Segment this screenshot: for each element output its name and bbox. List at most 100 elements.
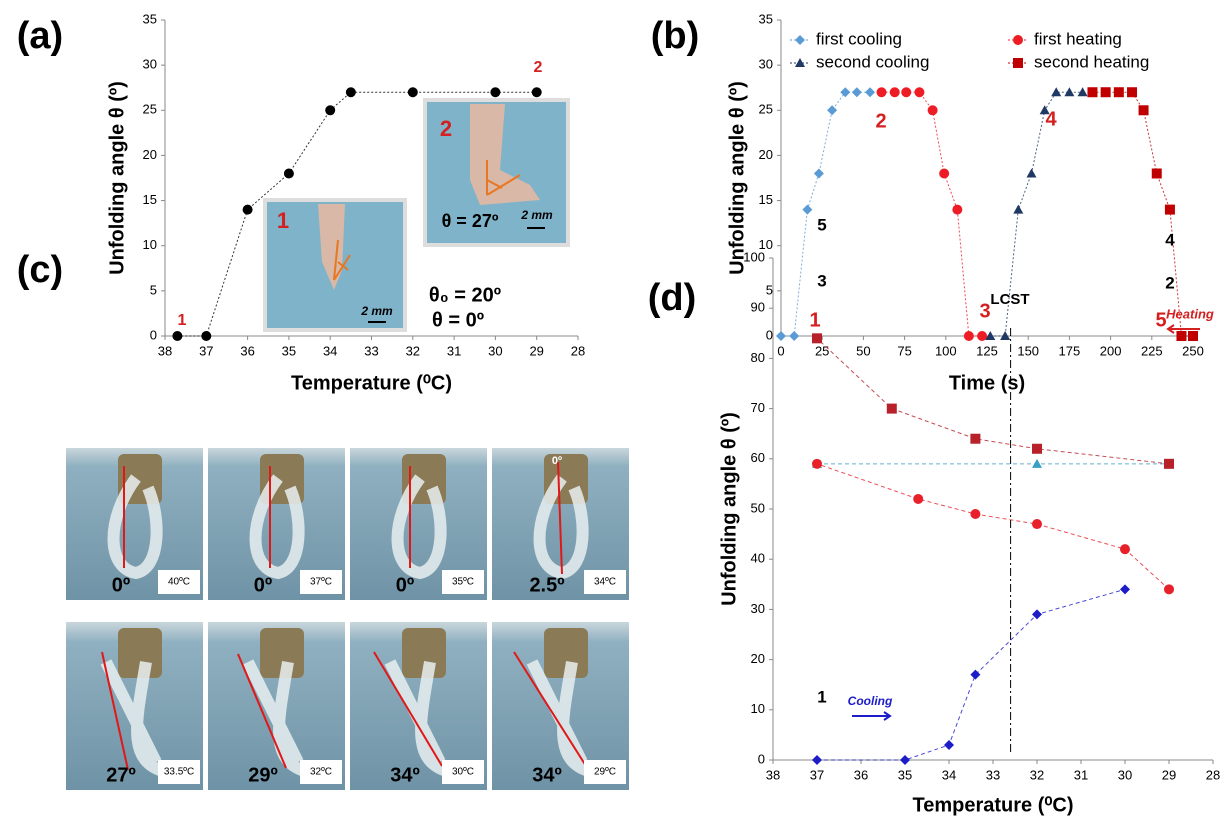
marker xyxy=(901,87,912,98)
x-tick-label: 30 xyxy=(1118,767,1132,782)
annotation: θ₀ = 20º xyxy=(429,284,501,306)
legend-marker xyxy=(1013,35,1023,45)
annotation: 2 xyxy=(1165,273,1174,292)
x-tick-label: 36 xyxy=(240,343,254,358)
x-tick-label: 35 xyxy=(898,767,912,782)
x-tick-label: 35 xyxy=(282,343,296,358)
annotation: θ = 0º xyxy=(432,309,484,331)
temp-box xyxy=(442,570,484,594)
marker xyxy=(1176,331,1187,341)
x-tick-label: 36 xyxy=(854,767,868,782)
marker xyxy=(776,331,786,341)
annotation: 4 xyxy=(1165,230,1175,249)
y-axis-title: Unfolding angle θ (º) xyxy=(726,81,748,275)
panel-label: (a) xyxy=(17,15,63,57)
marker xyxy=(802,204,813,215)
y-tick-label: 20 xyxy=(143,147,157,162)
x-tick-label: 38 xyxy=(766,767,780,782)
marker xyxy=(963,331,974,341)
marker xyxy=(952,204,963,215)
x-tick-label: 28 xyxy=(1206,767,1220,782)
annotation: 5 xyxy=(1155,309,1166,331)
photo-sample xyxy=(384,659,452,778)
x-tick-label: 37 xyxy=(810,767,824,782)
y-tick-label: 60 xyxy=(751,450,765,465)
annotation: 2 mm xyxy=(520,208,553,222)
y-tick-label: 10 xyxy=(759,237,773,252)
y-tick-label: 10 xyxy=(143,237,157,252)
marker xyxy=(490,87,501,98)
marker xyxy=(813,168,824,179)
photo-sample xyxy=(100,659,168,778)
x-tick-label: 100 xyxy=(935,343,957,358)
photo-angle: 0º xyxy=(254,574,272,596)
photo-temperature: 35ºC xyxy=(452,577,474,588)
photo-temperature: 30ºC xyxy=(452,767,474,778)
marker xyxy=(985,331,996,340)
heating-arrow xyxy=(1166,324,1200,334)
annotation: 2 mm xyxy=(360,304,393,318)
y-tick-label: 70 xyxy=(751,400,765,415)
legend-marker xyxy=(795,58,805,67)
photo-angle: 0º xyxy=(396,574,414,596)
marker xyxy=(345,87,356,98)
marker xyxy=(1000,331,1011,340)
x-tick-label: 38 xyxy=(158,343,172,358)
x-axis-title: Temperature (⁰C) xyxy=(912,794,1073,816)
photo-temperature: 40ºC xyxy=(168,577,190,588)
annotation: 1 xyxy=(809,309,820,331)
photo-sample xyxy=(107,474,163,580)
annotation: 2 xyxy=(534,59,543,76)
annotation: LCST xyxy=(990,291,1029,308)
marker xyxy=(283,168,294,179)
marker xyxy=(1164,204,1175,215)
panel-label: (c) xyxy=(17,249,63,291)
y-tick-label: 0 xyxy=(150,327,157,342)
marker xyxy=(827,105,838,116)
photo-temperature: 37ºC xyxy=(310,577,332,588)
photo-angle: 2.5º xyxy=(529,574,564,596)
marker xyxy=(886,403,897,414)
x-tick-label: 33 xyxy=(986,767,1000,782)
marker xyxy=(812,458,822,469)
series-line xyxy=(881,91,983,337)
y-axis-title: Unfolding angle θ (º) xyxy=(106,81,128,275)
marker xyxy=(900,755,910,765)
y-tick-label: 10 xyxy=(751,701,765,716)
legend-label: first heating xyxy=(1034,29,1122,48)
x-tick-label: 29 xyxy=(1162,767,1176,782)
x-tick-label: 37 xyxy=(199,343,213,358)
photo-angle: 34º xyxy=(532,764,562,786)
temp-box xyxy=(584,760,626,784)
marker xyxy=(927,105,938,116)
insets xyxy=(263,98,570,332)
marker xyxy=(1120,584,1130,595)
marker xyxy=(970,669,981,680)
annotation: θ = 27º xyxy=(442,211,499,231)
x-tick-label: 32 xyxy=(1030,767,1044,782)
annotation: 3 xyxy=(979,300,990,322)
photo-sample xyxy=(242,659,310,778)
marker xyxy=(1039,105,1050,115)
series-line xyxy=(816,337,1170,465)
series-line xyxy=(817,588,1126,761)
y-tick-label: 35 xyxy=(759,11,773,26)
annotation: 1 xyxy=(817,687,826,706)
reference-angle: 0º xyxy=(552,455,562,467)
y-tick-label: 30 xyxy=(751,601,765,616)
y-tick-label: 20 xyxy=(751,651,765,666)
photo-temperature: 29ºC xyxy=(594,767,616,778)
annotation: Cooling xyxy=(848,694,893,708)
angle-line xyxy=(557,461,563,575)
marker xyxy=(944,739,954,750)
marker xyxy=(531,87,542,98)
marker xyxy=(1032,519,1042,530)
marker xyxy=(851,87,862,98)
marker xyxy=(789,331,800,341)
inset-angle xyxy=(333,239,351,281)
marker xyxy=(840,87,851,98)
legend-marker xyxy=(795,35,805,45)
marker xyxy=(1013,204,1024,214)
marker xyxy=(970,433,981,444)
photo-temperature: 34ºC xyxy=(594,577,616,588)
